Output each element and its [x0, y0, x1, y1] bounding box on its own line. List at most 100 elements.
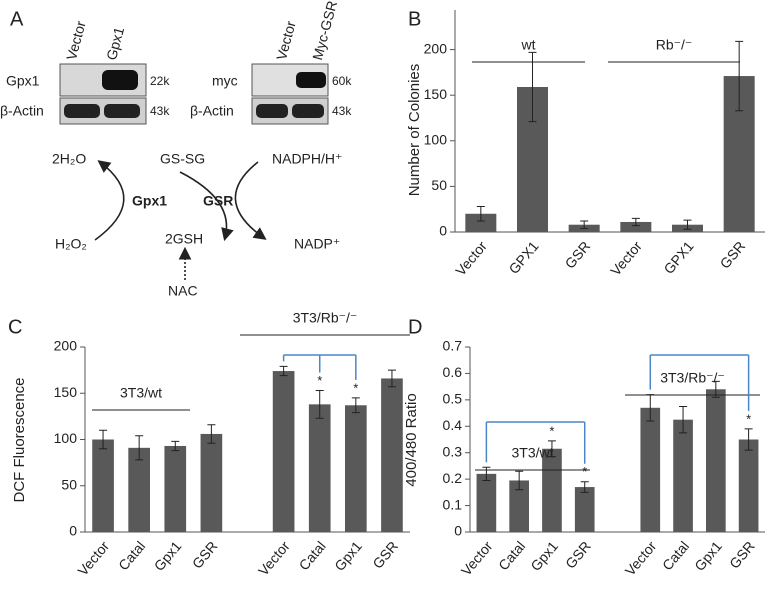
y-axis-label: DCF Fluorescence [11, 377, 28, 502]
y-tick-label: 0.4 [443, 417, 463, 433]
enzyme-label: Gpx1 [132, 193, 167, 209]
significance-star: * [549, 423, 554, 438]
reaction-arrow [94, 160, 125, 241]
error-bar [735, 40, 744, 112]
group-label: 3T3/Rb⁻/⁻ [660, 370, 725, 386]
error-bar [351, 397, 360, 414]
size-label: 43k [332, 104, 352, 118]
blot-band [292, 104, 324, 118]
y-tick-label: 0.1 [443, 496, 463, 512]
bar [200, 433, 223, 532]
column-label: Myc-GSR [309, 0, 340, 62]
y-tick-label: 100 [54, 430, 78, 446]
x-tick-label: Gpx1 [151, 538, 185, 574]
bar [345, 405, 367, 532]
size-label: 22k [150, 74, 170, 88]
y-tick-label: 0.2 [443, 470, 463, 486]
y-tick-label: 200 [54, 338, 78, 354]
error-bar [476, 205, 485, 222]
x-tick-label: Vector [255, 538, 293, 579]
x-tick-label: GSR [562, 538, 594, 572]
error-bar [99, 429, 108, 450]
error-bar [679, 405, 688, 434]
bar [164, 445, 187, 532]
x-tick-label: GSR [717, 238, 749, 272]
x-tick-label: Gpx1 [331, 538, 365, 574]
y-tick-label: 100 [424, 132, 448, 148]
column-label: Vector [63, 19, 89, 62]
row-label: myc [212, 73, 238, 89]
x-tick-label: GPX1 [660, 238, 696, 277]
error-bar [171, 440, 180, 452]
x-tick-label: Vector [607, 238, 645, 279]
x-tick-label: GSR [562, 238, 594, 272]
x-tick-label: Vector [74, 538, 112, 579]
y-tick-label: 0.3 [443, 443, 463, 459]
y-tick-label: 0.7 [443, 338, 463, 354]
y-tick-label: 0 [454, 523, 462, 539]
error-bar [207, 424, 216, 444]
group-label: 3T3/wt [120, 385, 162, 401]
panel-label: C [8, 316, 22, 338]
y-tick-label: 150 [54, 384, 78, 400]
bar [509, 480, 529, 532]
x-tick-label: GSR [189, 538, 221, 572]
y-tick-label: 0 [69, 523, 77, 539]
blot-band [104, 104, 140, 118]
group-label: Rb⁻/⁻ [656, 37, 693, 53]
significance-star: * [317, 373, 322, 388]
group-label: wt [521, 37, 536, 53]
scheme-text: H₂O₂ [55, 236, 87, 252]
blot-band [256, 104, 288, 118]
y-axis-label: Number of Colonies [406, 64, 423, 197]
group-label: 3T3/wt [511, 445, 553, 461]
y-tick-label: 50 [61, 476, 77, 492]
error-bar [547, 440, 556, 458]
error-bar [515, 470, 524, 491]
panel-label: A [10, 8, 24, 30]
x-tick-label: Catal [659, 538, 692, 573]
error-bar [580, 220, 589, 229]
x-tick-label: Gpx1 [691, 538, 725, 574]
group-label: 3T3/Rb⁻/⁻ [293, 310, 358, 326]
scheme-text: NADPH/H⁺ [272, 151, 342, 167]
reaction-arrow [234, 161, 267, 240]
bar [308, 404, 331, 532]
y-tick-label: 150 [424, 86, 448, 102]
x-tick-label: Catal [115, 538, 148, 573]
error-bar [631, 217, 640, 227]
panel-label: D [408, 316, 422, 338]
y-tick-label: 200 [424, 40, 448, 56]
row-label: β-Actin [0, 103, 44, 119]
bar [465, 213, 497, 232]
bar [128, 447, 150, 532]
x-tick-label: Vector [622, 538, 660, 579]
significance-star: * [746, 411, 751, 426]
x-tick-label: Catal [495, 538, 528, 573]
x-tick-label: Catal [296, 538, 329, 573]
size-label: 60k [332, 74, 352, 88]
error-bar [683, 219, 692, 230]
row-label: β-Actin [190, 103, 234, 119]
significance-bracket [649, 354, 750, 411]
significance-star: * [582, 464, 587, 479]
error-bar [482, 466, 491, 481]
error-bar [744, 428, 753, 451]
y-tick-label: 50 [431, 177, 447, 193]
error-bar [135, 435, 144, 461]
scheme-text: 2H₂O [52, 151, 86, 167]
reaction-arrow [179, 171, 234, 242]
bar [673, 419, 693, 532]
scheme-text: GS-SG [160, 151, 205, 167]
bar [620, 221, 652, 232]
scheme-text: 2GSH [165, 231, 203, 247]
scheme-text: NADP⁺ [294, 236, 340, 252]
significance-bracket [282, 354, 357, 380]
column-label: Gpx1 [103, 25, 127, 62]
significance-star: * [353, 380, 358, 395]
size-label: 43k [150, 104, 170, 118]
panel-label: B [408, 8, 421, 30]
x-tick-label: GSR [726, 538, 758, 572]
y-tick-label: 0.5 [443, 391, 463, 407]
